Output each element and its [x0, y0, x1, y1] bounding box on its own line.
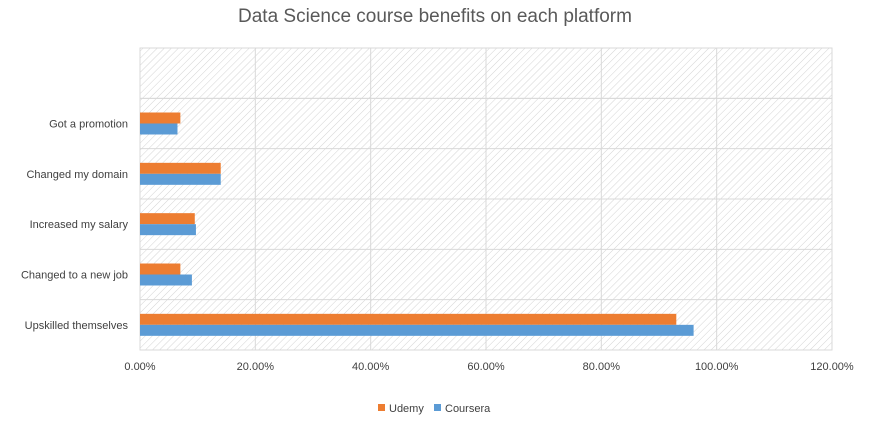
bar-udemy — [140, 112, 181, 124]
category-label: Upskilled themselves — [25, 320, 129, 332]
legend-swatch — [434, 404, 441, 411]
bar-coursera — [140, 274, 192, 286]
x-tick-label: 0.00% — [124, 361, 155, 373]
bar-udemy — [140, 162, 221, 174]
legend-swatch — [378, 404, 385, 411]
bar-coursera — [140, 173, 221, 185]
bar-coursera — [140, 324, 694, 336]
legend-label: Udemy — [389, 403, 424, 415]
x-tick-label: 20.00% — [237, 361, 275, 373]
x-tick-label: 40.00% — [352, 361, 390, 373]
bar-coursera — [140, 123, 178, 135]
x-tick-label: 120.00% — [810, 361, 854, 373]
category-label: Got a promotion — [49, 119, 128, 131]
x-tick-label: 100.00% — [695, 361, 739, 373]
x-tick-label: 80.00% — [583, 361, 621, 373]
category-label: Changed to a new job — [21, 270, 128, 282]
x-tick-label: 60.00% — [467, 361, 505, 373]
bar-udemy — [140, 213, 195, 225]
bar-udemy — [140, 313, 677, 325]
category-label: Increased my salary — [30, 219, 129, 231]
bar-coursera — [140, 224, 196, 236]
legend-label: Coursera — [445, 403, 491, 415]
bar-udemy — [140, 263, 181, 275]
chart-title: Data Science course benefits on each pla… — [238, 6, 632, 27]
category-label: Changed my domain — [26, 169, 128, 181]
